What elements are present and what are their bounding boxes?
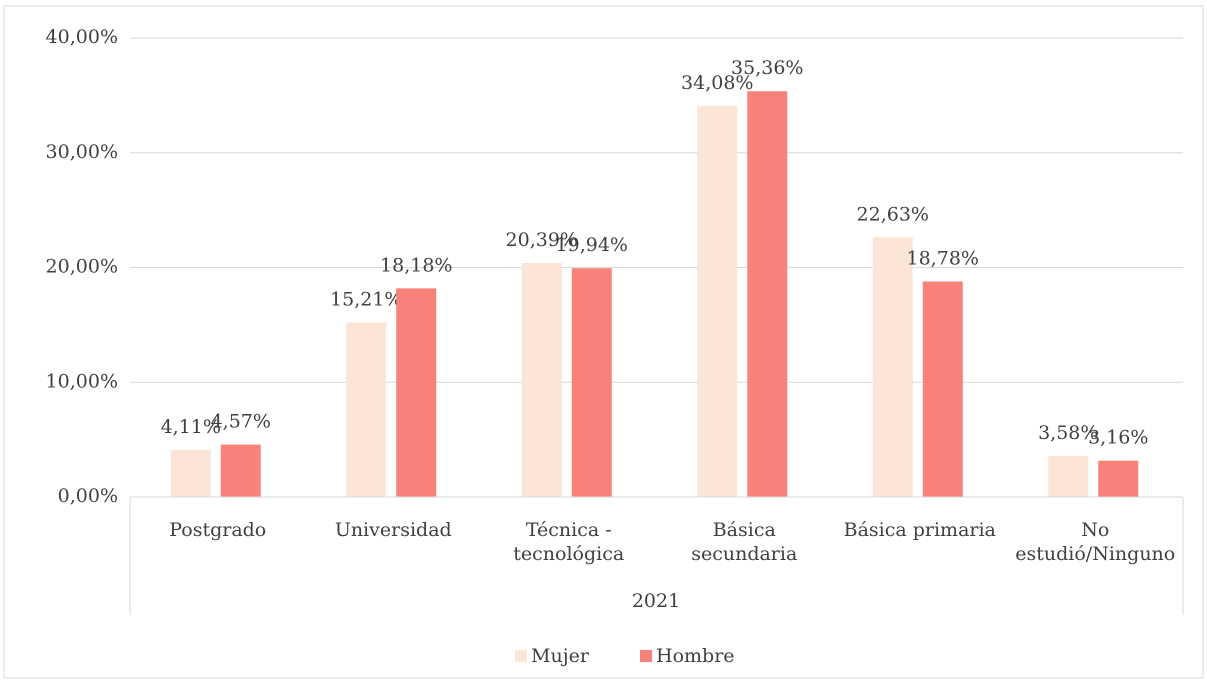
data-label: 22,63% xyxy=(857,203,929,225)
bar xyxy=(571,268,612,497)
data-label: 34,08% xyxy=(681,72,753,94)
chart-border xyxy=(3,5,1204,679)
legend-label: Mujer xyxy=(531,645,590,667)
x-tick-label: Básica secundaria xyxy=(691,519,798,565)
x-tick-label: No estudió/Ninguno xyxy=(1015,519,1176,565)
legend-swatch xyxy=(515,650,527,662)
x-tick-label: Básica primaria xyxy=(843,519,996,541)
y-tick-label: 30,00% xyxy=(46,141,118,163)
bar xyxy=(170,449,211,497)
data-label: 20,39% xyxy=(506,229,578,251)
y-tick-label: 10,00% xyxy=(46,370,118,392)
data-label: 4,57% xyxy=(211,411,271,433)
bar xyxy=(521,263,562,497)
x-tick-label: Universidad xyxy=(334,519,452,541)
data-label: 4,11% xyxy=(161,416,221,438)
data-label: 15,21% xyxy=(330,288,402,310)
group-label: 2021 xyxy=(632,590,680,612)
bar xyxy=(697,105,738,497)
x-tick-label: Postgrado xyxy=(169,519,267,541)
bar xyxy=(1098,460,1139,497)
bar xyxy=(396,288,437,497)
data-label: 18,18% xyxy=(380,254,452,276)
y-tick-label: 20,00% xyxy=(46,256,118,278)
bar xyxy=(872,237,913,498)
bar xyxy=(922,281,963,497)
bar xyxy=(1048,455,1089,497)
bar xyxy=(747,91,788,497)
y-tick-label: 40,00% xyxy=(46,26,118,48)
bar xyxy=(346,322,387,497)
data-label: 35,36% xyxy=(731,57,803,79)
data-label: 3,58% xyxy=(1038,422,1098,444)
legend-swatch xyxy=(640,650,652,662)
x-tick-label: Técnica - tecnológica xyxy=(513,519,625,565)
data-label: 3,16% xyxy=(1088,427,1148,449)
legend-label: Hombre xyxy=(656,645,735,667)
bar xyxy=(220,444,261,497)
y-tick-label: 0,00% xyxy=(58,485,118,507)
data-label: 18,78% xyxy=(907,247,979,269)
data-label: 19,94% xyxy=(556,234,628,256)
